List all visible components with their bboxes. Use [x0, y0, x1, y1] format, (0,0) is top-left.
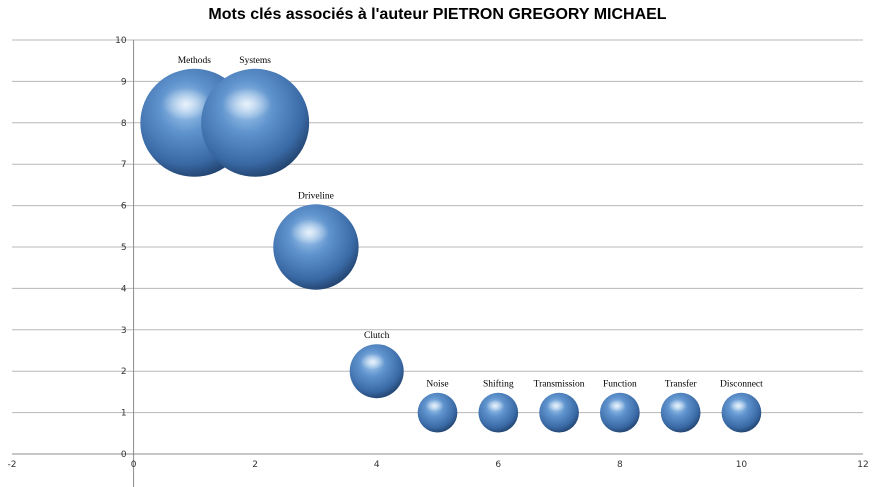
bubble [660, 392, 701, 433]
bubble-label: Transfer [665, 379, 698, 390]
y-tick-label: 10 [115, 36, 127, 46]
bubble [600, 392, 640, 433]
x-tick-label: 4 [374, 460, 380, 470]
bubble-label: Noise [426, 380, 448, 390]
bubble [417, 392, 458, 433]
bubble-label: Clutch [364, 331, 390, 341]
bubble-label: Shifting [483, 379, 514, 390]
y-tick-label: 9 [121, 77, 127, 87]
bubble-label: Disconnect [720, 380, 763, 390]
y-tick-label: 7 [121, 160, 127, 170]
bubble-highlight [360, 353, 385, 370]
bubble [478, 392, 519, 433]
y-tick-label: 3 [121, 326, 127, 336]
bubble-label: Driveline [298, 191, 334, 201]
bubble-highlight [547, 399, 566, 412]
bubble-label: Transmission [534, 380, 585, 390]
bubble-label: Function [603, 380, 637, 390]
bubble-highlight [668, 399, 687, 412]
y-tick-label: 0 [121, 450, 127, 460]
bubble-highlight [607, 399, 626, 412]
bubble-highlight [425, 399, 444, 412]
bubble [201, 68, 310, 177]
x-tick-label: 2 [252, 460, 258, 470]
x-tick-label: 10 [736, 460, 748, 470]
chart-title: Mots clés associés à l'auteur PIETRON GR… [208, 6, 667, 23]
bubble [539, 392, 579, 433]
bubble-label: Systems [239, 56, 271, 66]
bubble [721, 392, 762, 433]
y-tick-label: 2 [121, 367, 127, 377]
x-tick-label: 8 [617, 460, 623, 470]
bubble [273, 204, 359, 290]
x-tick-label: -2 [8, 460, 17, 470]
bubble-highlight [161, 87, 211, 121]
y-tick-label: 8 [121, 119, 127, 129]
x-tick-label: 6 [495, 460, 501, 470]
y-tick-label: 4 [121, 284, 127, 294]
y-tick-label: 1 [121, 409, 127, 419]
bubble-highlight [486, 399, 505, 412]
y-tick-label: 6 [121, 202, 127, 212]
bubble-highlight [290, 219, 329, 245]
x-tick-label: 12 [857, 460, 868, 470]
bubble-label: Methods [178, 56, 212, 66]
y-tick-label: 5 [121, 243, 127, 253]
bubble [349, 344, 404, 399]
bubble-highlight [729, 399, 748, 412]
x-tick-label: 0 [131, 460, 137, 470]
bubble-highlight [222, 87, 272, 121]
